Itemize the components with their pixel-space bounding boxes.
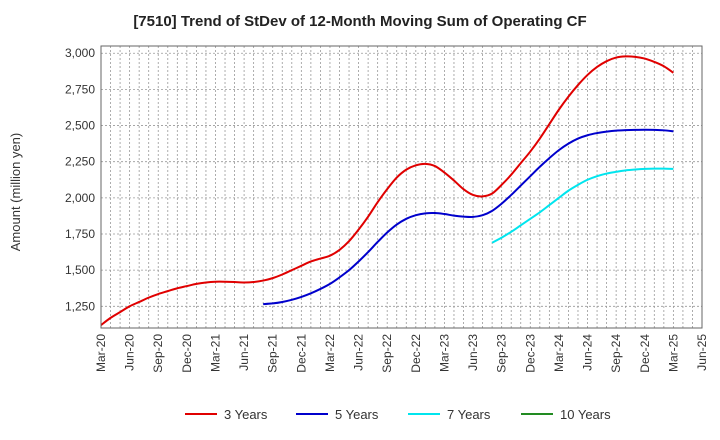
tick-labels: 1,250 1,500 1,750 2,000 2,250 2,500 2,750 3,000… xyxy=(65,46,709,372)
legend-label-3-years: 3 Years xyxy=(224,407,268,422)
x-tick-label: Jun-22 xyxy=(352,334,366,371)
axes xyxy=(100,45,703,329)
legend-label-10-years: 10 Years xyxy=(560,407,611,422)
x-tick-label: Dec-24 xyxy=(638,334,652,373)
x-tick-label: Sep-24 xyxy=(609,334,623,373)
legend-label-5-years: 5 Years xyxy=(335,407,379,422)
y-tick-label: 2,500 xyxy=(65,119,95,133)
x-tick-label: Mar-20 xyxy=(94,334,108,372)
x-tick-label: Jun-23 xyxy=(466,334,480,371)
x-tick-label: Mar-23 xyxy=(437,334,451,372)
x-tick-label: Mar-24 xyxy=(552,334,566,372)
x-tick-label: Jun-20 xyxy=(123,334,137,371)
y-axis-label: Amount (million yen) xyxy=(8,133,23,252)
x-tick-label: Mar-25 xyxy=(666,334,680,372)
series-line-5-years xyxy=(263,128,674,306)
chart-title: [7510] Trend of StDev of 12-Month Moving… xyxy=(133,13,587,30)
series-layer xyxy=(100,55,674,326)
y-tick-label: 3,000 xyxy=(65,46,95,60)
x-tick-label: Dec-22 xyxy=(409,334,423,373)
x-tick-label: Jun-24 xyxy=(581,334,595,371)
x-tick-label: Sep-21 xyxy=(266,334,280,373)
x-tick-label: Dec-20 xyxy=(180,334,194,373)
x-tick-label: Sep-22 xyxy=(380,334,394,373)
y-tick-label: 2,750 xyxy=(65,82,95,96)
plot-background xyxy=(101,46,702,328)
x-tick-label: Mar-22 xyxy=(323,334,337,372)
legend: 3 Years 5 Years 7 Years 10 Years xyxy=(185,407,611,422)
y-tick-label: 2,250 xyxy=(65,155,95,169)
x-tick-label: Mar-21 xyxy=(208,334,222,372)
x-tick-label: Dec-23 xyxy=(523,334,537,373)
plot-area xyxy=(101,46,702,328)
x-tick-label: Sep-20 xyxy=(151,334,165,373)
y-tick-label: 1,750 xyxy=(65,227,95,241)
x-tick-label: Dec-21 xyxy=(294,334,308,373)
legend-label-7-years: 7 Years xyxy=(447,407,491,422)
series-line-7-years xyxy=(491,167,674,244)
x-tick-label: Sep-23 xyxy=(495,334,509,373)
series-line-3-years xyxy=(100,55,674,326)
y-tick-label: 1,250 xyxy=(65,299,95,313)
x-tick-label: Jun-25 xyxy=(695,334,709,371)
y-tick-label: 1,500 xyxy=(65,263,95,277)
plot-frame xyxy=(100,45,703,329)
y-tick-label: 2,000 xyxy=(65,191,95,205)
grid xyxy=(100,46,703,328)
x-tick-label: Jun-21 xyxy=(237,334,251,371)
